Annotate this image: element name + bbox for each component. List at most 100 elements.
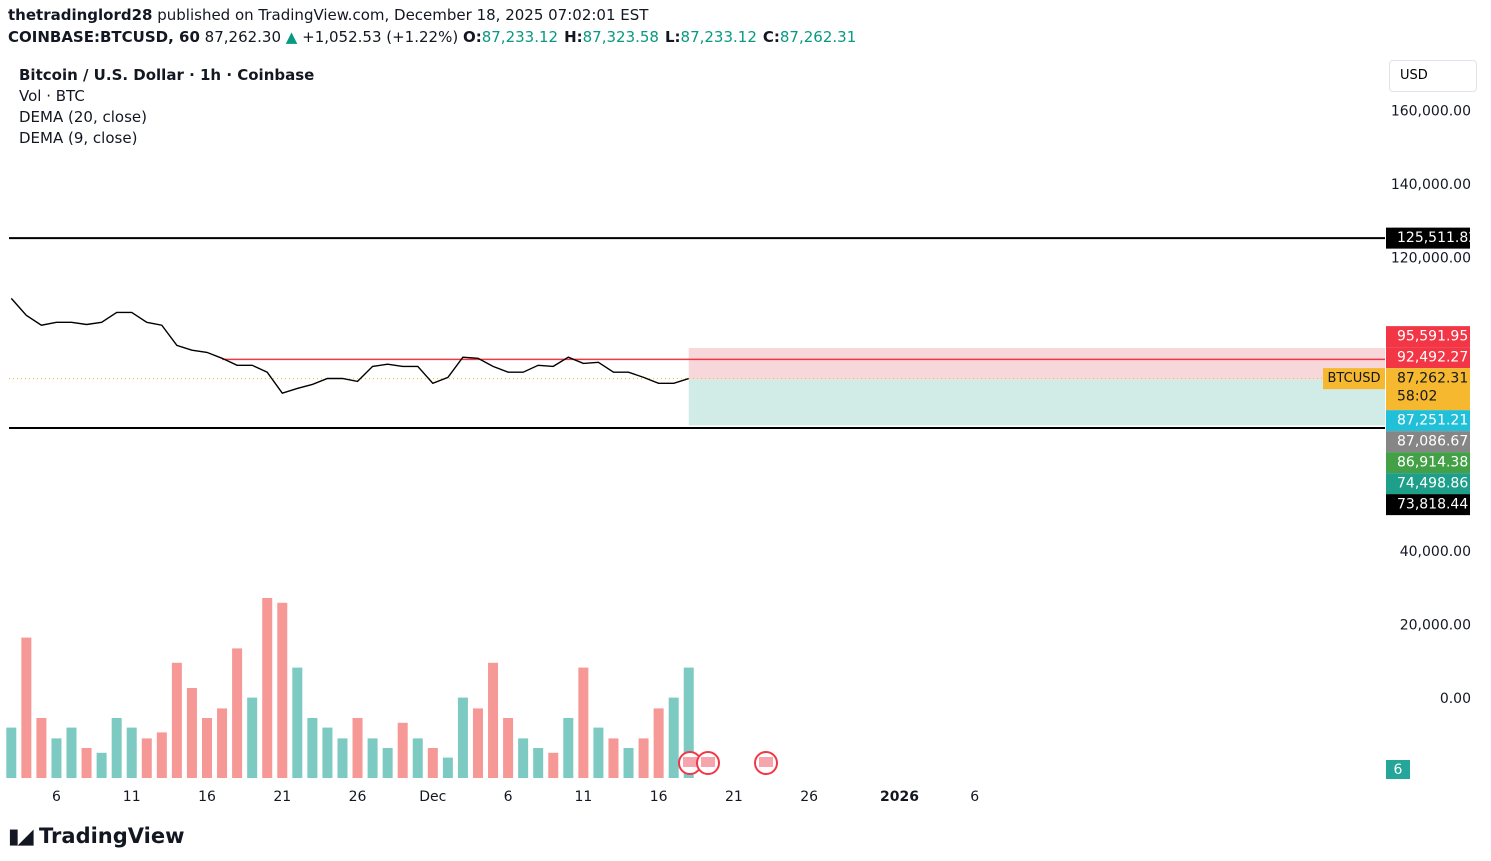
- y-tick-label: 120,000.00: [1391, 250, 1471, 266]
- volume-bar: [232, 648, 243, 778]
- price-label: 92,492.27: [1397, 350, 1468, 366]
- volume-bar: [6, 727, 17, 778]
- x-tick-label: 26: [800, 789, 818, 805]
- ohlc-value: 87,233.12: [481, 28, 559, 46]
- price-label: 74,498.86: [1397, 476, 1468, 492]
- volume-bar: [96, 752, 107, 778]
- volume-bar: [337, 738, 348, 778]
- volume-bar: [412, 738, 423, 778]
- volume-bar: [292, 667, 303, 778]
- author: thetradinglord28: [8, 6, 153, 24]
- event-flag: [701, 757, 715, 767]
- ohlc-value: 87,323.58: [582, 28, 659, 46]
- x-tick-label: 11: [123, 789, 141, 805]
- volume-bar: [503, 718, 514, 778]
- y-tick-label: 140,000.00: [1391, 177, 1471, 193]
- volume-bar: [427, 748, 438, 778]
- x-tick-label: Dec: [419, 789, 446, 805]
- price-label-box: [1386, 473, 1470, 495]
- volume-bar: [533, 748, 544, 778]
- volume-bar: [638, 738, 649, 778]
- volume-bar: [623, 748, 634, 778]
- x-tick-label: 21: [273, 789, 291, 805]
- volume-bar: [66, 727, 77, 778]
- volume-bar: [563, 718, 574, 778]
- volume-bar: [186, 688, 197, 778]
- y-tick-label: 40,000.00: [1400, 544, 1471, 560]
- price-label-box: [1386, 431, 1470, 453]
- volume-bar: [141, 738, 152, 778]
- volume-label: 6: [1394, 762, 1403, 778]
- symbol: COINBASE:BTCUSD, 60: [8, 28, 200, 46]
- countdown: 58:02: [1397, 389, 1437, 405]
- indicator: DEMA (9, close): [19, 129, 138, 147]
- price-label-box: [1386, 347, 1470, 369]
- volume-bar: [518, 738, 529, 778]
- y-tick-label: 20,000.00: [1400, 618, 1471, 634]
- event-flag: [683, 757, 697, 767]
- volume-bar: [593, 727, 604, 778]
- x-tick-label: 16: [198, 789, 216, 805]
- volume-bar: [608, 738, 619, 778]
- volume-bar: [126, 727, 137, 778]
- price-label: 125,511.82: [1397, 230, 1477, 246]
- volume-bar: [442, 757, 453, 778]
- volume-bar: [262, 598, 273, 778]
- volume-bar: [21, 637, 32, 778]
- x-tick-label: 2026: [880, 789, 919, 805]
- target-zone: [688, 379, 1385, 426]
- volume-bar: [488, 662, 499, 778]
- indicator: DEMA (20, close): [19, 108, 147, 126]
- ohlc-key: L:: [664, 28, 681, 46]
- price-label: 95,591.95: [1397, 329, 1468, 345]
- volume-bar: [156, 732, 167, 778]
- price-label-box: [1386, 368, 1470, 411]
- symbol-tag: BTCUSD: [1328, 371, 1381, 386]
- volume-bar: [578, 667, 589, 778]
- volume-bar: [397, 722, 408, 778]
- price-label-box: [1386, 410, 1470, 432]
- price-label: 87,086.67: [1397, 434, 1468, 450]
- x-tick-label: 6: [52, 789, 61, 805]
- y-tick-label: 0.00: [1440, 691, 1471, 707]
- price-label: 87,251.21: [1397, 413, 1468, 429]
- x-tick-label: 6: [504, 789, 513, 805]
- x-tick-label: 16: [650, 789, 668, 805]
- ohlc-value: 87,233.12: [680, 28, 757, 46]
- volume-bar: [247, 697, 258, 778]
- volume-bar: [653, 708, 664, 778]
- volume-bar: [457, 697, 468, 778]
- price-label-box: [1386, 227, 1470, 249]
- currency-button[interactable]: USD: [1389, 60, 1477, 92]
- ohlc: O:87,233.12 H:87,323.58 L:87,233.12 C:87,26…: [463, 28, 862, 46]
- volume-bar: [367, 738, 378, 778]
- ohlc-key: H:: [564, 28, 583, 46]
- volume-bar: [201, 718, 212, 778]
- x-tick-label: 21: [725, 789, 743, 805]
- logo-text: TradingView: [39, 824, 185, 848]
- price-label: 86,914.38: [1397, 455, 1468, 471]
- ohlc-value: 87,262.31: [779, 28, 857, 46]
- ohlc-key: C:: [762, 28, 780, 46]
- volume-badge: [1386, 760, 1410, 779]
- price-label: 87,262.31: [1397, 371, 1468, 387]
- x-tick-label: 6: [970, 789, 979, 805]
- volume-bar: [307, 718, 318, 778]
- volume-bar: [352, 718, 363, 778]
- price-label-box: [1386, 326, 1470, 348]
- event-flag: [759, 757, 773, 767]
- publish-line: thetradinglord28 published on TradingVie…: [8, 6, 648, 24]
- volume-bar: [217, 708, 228, 778]
- x-tick-label: 26: [349, 789, 367, 805]
- price-label-box: [1386, 494, 1470, 516]
- arrow: ▲: [285, 28, 298, 46]
- price-label-box: [1386, 452, 1470, 474]
- symbol-tag-box: [1323, 368, 1385, 390]
- volume-bar: [472, 708, 483, 778]
- volume-bar: [51, 738, 62, 778]
- ohlc-key: O:: [462, 28, 482, 46]
- last: 87,262.30: [204, 28, 282, 46]
- indicator: Vol · BTC: [19, 87, 85, 105]
- y-tick-label: 160,000.00: [1391, 103, 1471, 119]
